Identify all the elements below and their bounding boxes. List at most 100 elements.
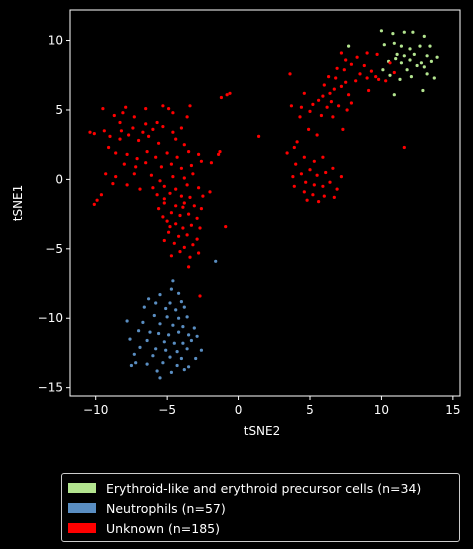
y-tick-label-3: −5 [45,242,63,256]
legend-label-2: Unknown (n=185) [106,520,221,536]
scatter-point-s2-69 [92,202,96,206]
scatter-point-s2-5 [167,107,171,111]
scatter-point-s2-164 [312,183,316,187]
scatter-point-s0-15 [435,55,439,59]
scatter-point-s2-92 [185,233,189,237]
scatter-point-s2-22 [92,132,96,136]
x-tick-label-5: 15 [445,403,460,417]
scatter-point-s1-8 [142,305,146,309]
scatter-point-s2-87 [181,226,185,230]
scatter-point-s1-35 [138,345,142,349]
scatter-point-s1-34 [189,338,193,343]
scatter-point-s2-162 [339,175,343,179]
scatter-point-s1-19 [171,323,175,327]
scatter-point-s2-15 [144,122,148,126]
scatter-point-s2-107 [219,95,223,100]
x-tick-label-2: 0 [235,403,243,417]
scatter-point-s2-48 [189,163,193,168]
scatter-point-s1-43 [168,355,172,359]
scatter-point-s2-157 [299,172,303,176]
scatter-point-s2-81 [169,211,173,215]
scatter-point-s2-160 [324,170,328,175]
scatter-point-s1-18 [158,322,162,326]
scatter-point-s1-10 [174,308,178,312]
scatter-point-s1-47 [145,362,149,366]
scatter-point-s2-6 [171,111,175,115]
legend-label-0: Erythroid-like and erythroid precursor c… [106,480,422,496]
scatter-point-s1-20 [181,325,185,329]
scatter-point-s0-33 [347,44,351,48]
scatter-point-s0-17 [394,57,398,61]
scatter-point-s2-153 [312,159,316,163]
scatter-point-s2-64 [174,187,178,191]
scatter-point-s1-27 [187,333,191,337]
scatter-point-s2-171 [322,194,326,198]
scatter-point-s0-7 [399,44,403,48]
scatter-point-s2-18 [161,125,165,129]
scatter-point-s0-22 [381,68,385,72]
scatter-point-s1-31 [162,340,166,344]
y-tick-label-2: 0 [55,172,63,186]
scatter-point-s2-173 [317,200,321,204]
scatter-point-s2-13 [119,129,123,133]
scatter-point-s2-33 [114,151,118,155]
scatter-point-s2-112 [302,91,306,95]
scatter-point-s0-32 [415,63,419,68]
scatter-point-s2-83 [187,212,191,216]
scatter-point-s2-24 [108,134,112,138]
scatter-point-s0-2 [402,30,406,34]
scatter-point-s1-22 [137,329,141,333]
scatter-point-s2-49 [199,159,203,163]
scatter-point-s2-127 [327,75,331,79]
scatter-point-s2-23 [102,129,106,133]
scatter-point-s2-26 [127,133,131,137]
scatter-point-s2-51 [114,175,118,179]
scatter-point-s0-11 [395,52,399,57]
scatter-point-s2-27 [137,138,141,143]
legend-label-1: Neutrophils (n=57) [106,500,226,516]
scatter-point-s2-14 [151,127,155,131]
scatter-point-s1-33 [181,341,185,345]
scatter-point-s2-103 [224,225,228,229]
x-tick-label-0: −10 [83,403,108,417]
scatter-point-s2-94 [162,238,166,243]
y-tick-label-1: 5 [55,103,63,117]
scatter-point-s1-4 [177,291,181,295]
scatter-point-s2-182 [365,51,369,55]
scatter-point-s1-41 [132,352,136,356]
scatter-point-s2-43 [134,165,138,169]
scatter-point-s2-80 [157,207,161,211]
scatter-point-s2-59 [111,182,115,186]
scatter-point-s2-114 [335,66,339,70]
scatter-point-s1-24 [157,331,161,336]
scatter-point-s2-39 [175,155,179,159]
scatter-point-s1-23 [148,330,152,334]
scatter-point-s2-99 [188,255,192,259]
scatter-point-s0-4 [422,34,426,39]
scatter-point-s2-187 [187,265,191,269]
scatter-point-s2-19 [171,130,175,134]
scatter-point-s2-143 [319,113,323,118]
scatter-point-s0-1 [391,31,395,36]
scatter-point-s2-138 [317,98,321,102]
scatter-point-s2-122 [349,62,353,66]
y-tick-label-5: −15 [38,381,63,395]
scatter-point-s2-172 [305,198,309,202]
scatter-point-s1-52 [155,369,159,373]
scatter-point-s1-14 [177,316,181,320]
scatter-point-s2-168 [292,184,296,188]
legend-swatch-1 [68,503,96,513]
legend-item-0: Erythroid-like and erythroid precursor c… [68,478,453,498]
scatter-point-s1-17 [141,320,145,324]
scatter-point-s2-178 [377,77,381,81]
scatter-point-s2-75 [162,201,166,205]
scatter-point-s2-100 [197,251,201,255]
x-axis-label: tSNE2 [244,424,281,438]
scatter-point-s1-49 [175,363,179,368]
scatter-point-s1-11 [182,305,186,309]
scatter-point-s1-9 [164,306,168,311]
scatter-point-s1-45 [194,356,198,361]
scatter-point-s2-34 [125,152,129,156]
scatter-point-s2-101 [169,254,173,258]
scatter-point-s2-105 [217,152,221,156]
